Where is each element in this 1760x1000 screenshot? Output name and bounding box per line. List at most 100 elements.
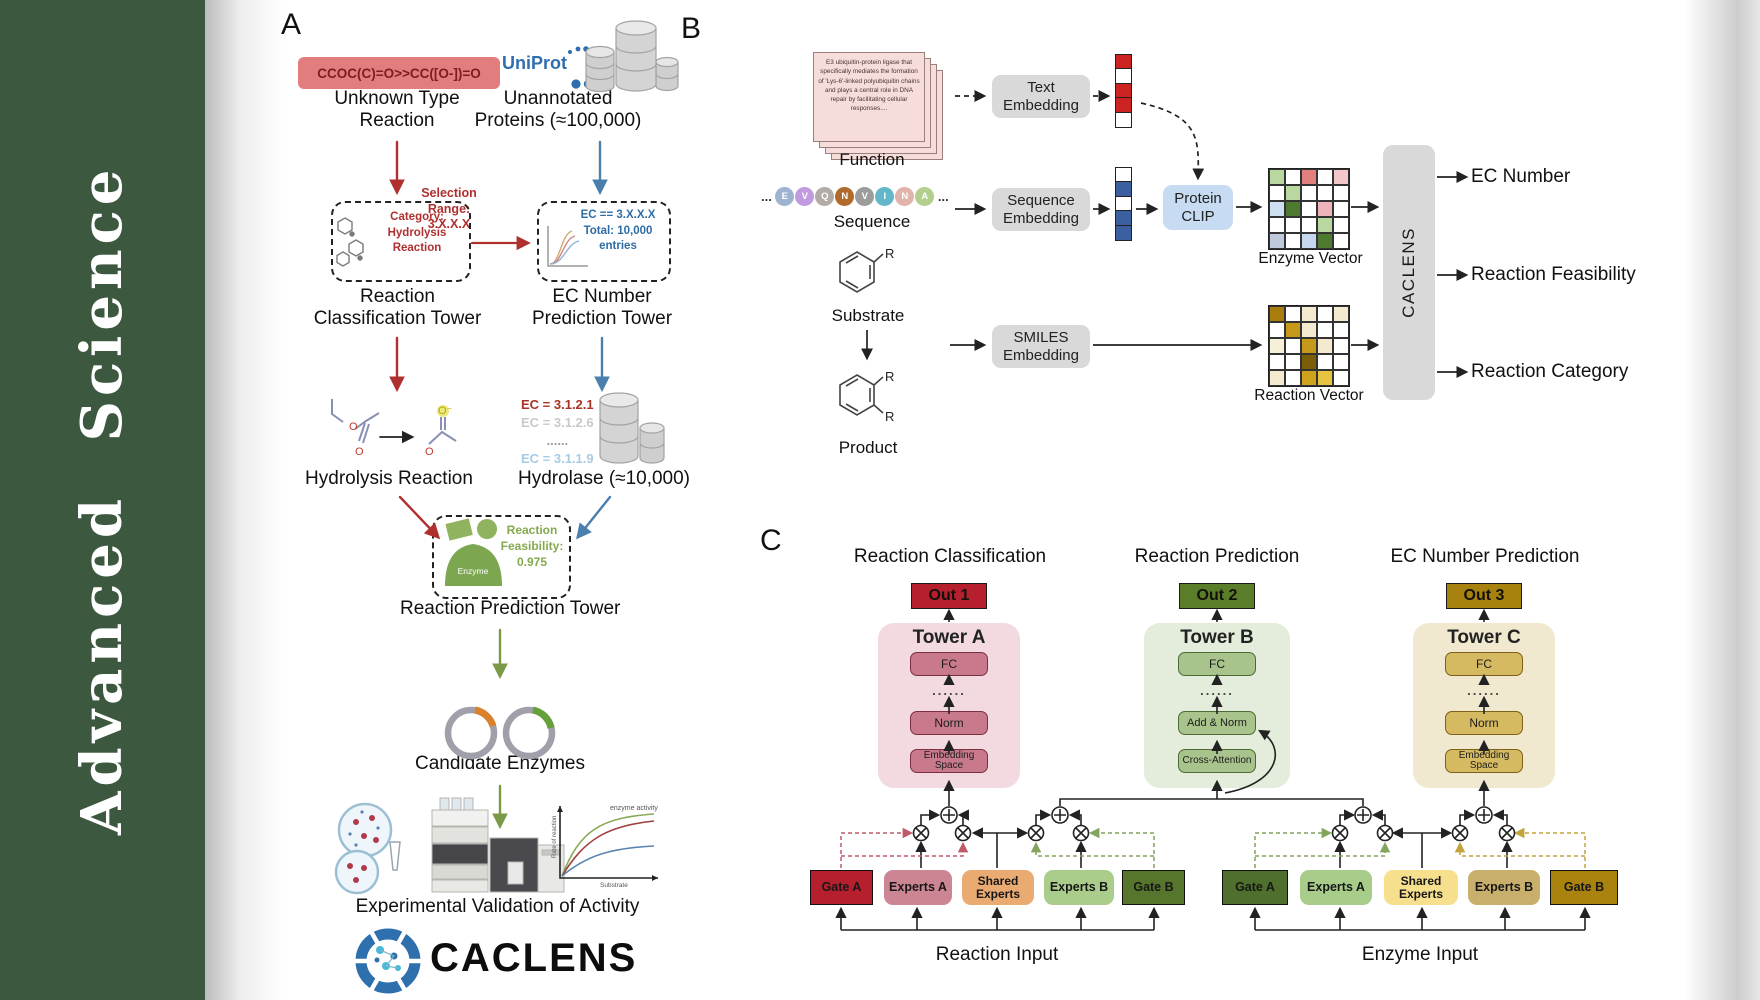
acetate-o-minus-label: O⁻: [438, 405, 453, 417]
matrix-cell: [1317, 338, 1333, 354]
output-reaction-feasibility: Reaction Feasibility: [1471, 264, 1636, 285]
moe-reaction-experts-b: Experts B: [1044, 870, 1114, 905]
sum-node: [940, 806, 1493, 824]
vector-cell: [1115, 210, 1132, 227]
moe-enzyme-shared-experts: Shared Experts: [1384, 870, 1458, 905]
panel-b-label: B: [681, 12, 702, 45]
moe-enzyme-gate-b: Gate B: [1550, 870, 1618, 905]
ec-result-item: EC = 3.1.2.1: [521, 397, 594, 412]
product-r-label-top: R: [885, 369, 894, 384]
matrix-cell: [1285, 338, 1301, 354]
wire-right-moe-to-tower-b: [1217, 798, 1364, 806]
text-embedding-vector: [1115, 53, 1132, 129]
sequence-ellipsis-right: ...: [937, 189, 949, 204]
column-title-ec-number-prediction: EC Number Prediction: [1390, 546, 1580, 567]
acetate-oxygen-label: O: [425, 446, 434, 458]
panel-c-label: C: [760, 524, 782, 557]
tower-b-fc-block: FC: [1178, 652, 1256, 676]
matrix-cell: [1333, 217, 1349, 233]
feasibility-text: Reaction Feasibility: 0.975: [500, 523, 564, 570]
output-ec-number: EC Number: [1471, 166, 1571, 187]
ec-result-list: EC = 3.1.2.1 EC = 3.1.2.6 ...... EC = 3.…: [521, 396, 594, 468]
matrix-cell: [1317, 201, 1333, 217]
moe-enzyme-experts-a: Experts A: [1300, 870, 1372, 905]
tower-c-fc-block: FC: [1445, 652, 1523, 676]
smiles-embedding-box: SMILES Embedding: [992, 325, 1090, 368]
tower-a-title: Tower A: [912, 627, 986, 648]
matrix-cell: [1333, 201, 1349, 217]
hplc-instrument-icon: [431, 797, 565, 893]
arrow-hydrolase-to-feasibility: [576, 495, 612, 540]
reaction-vector-label: Reaction Vector: [1254, 387, 1364, 404]
substrate-label: Substrate: [831, 306, 905, 325]
category-hydrolysis-text: Category: Hydrolysis Reaction: [387, 211, 447, 255]
enzyme-vector-label: Enzyme Vector: [1258, 250, 1363, 267]
matrix-cell: [1317, 217, 1333, 233]
tower-a-norm-block: Norm: [910, 711, 988, 735]
gate-b-reaction-dashed-wires: [1030, 827, 1155, 868]
ec-result-item: EC = 3.1.2.6: [521, 415, 594, 430]
matrix-cell: [1333, 354, 1349, 370]
column-title-reaction-prediction: Reaction Prediction: [1134, 546, 1300, 567]
uniprot-logo-icon: [568, 46, 607, 89]
tower-b-container: Tower B FC ...... Add & Norm Cross-Atten…: [1144, 623, 1290, 788]
aggregation-nodes: [912, 806, 1516, 842]
vector-cell: [1115, 53, 1132, 70]
tower-a-embedding-block: Embedding Space: [910, 749, 988, 773]
matrix-cell: [1285, 185, 1301, 201]
hydrolysis-reaction-label: Hydrolysis Reaction: [305, 468, 473, 489]
matrix-cell: [1285, 169, 1301, 185]
vector-cell: [1115, 112, 1132, 129]
matrix-cell: [1333, 306, 1349, 322]
substrate-molecule-icon: [839, 251, 884, 293]
matrix-cell: [1285, 217, 1301, 233]
plasmid-icons: [444, 706, 556, 760]
matrix-cell: [1301, 201, 1317, 217]
tower-c-norm-block: Norm: [1445, 711, 1523, 735]
smiles-reaction-box: CCOC(C)=O>>CC([O-])=O: [298, 57, 500, 89]
matrix-cell: [1317, 370, 1333, 386]
tower-b-dots: ......: [1200, 683, 1234, 698]
product-node: [912, 824, 1516, 842]
sequence-embedding-vector: [1115, 166, 1132, 242]
vector-cell: [1115, 195, 1132, 212]
matrix-cell: [1269, 169, 1285, 185]
vector-cell: [1115, 225, 1132, 242]
matrix-cell: [1333, 322, 1349, 338]
matrix-cell: [1333, 185, 1349, 201]
matrix-cell: [1285, 322, 1301, 338]
product-molecule-icon: [839, 374, 884, 416]
journal-title: Advanced Science: [69, 164, 135, 836]
reaction-feasibility-box: [432, 515, 571, 599]
hydrolase-label: Hydrolase (≈10,000): [518, 468, 691, 489]
plot-annotation: enzyme activity: [610, 805, 658, 812]
matrix-cell: [1285, 306, 1301, 322]
matrix-cell: [1317, 306, 1333, 322]
gate-b-enzyme-dashed-wires: [1454, 827, 1586, 868]
ester-oxygen-label: O: [349, 421, 358, 433]
ester-molecule-icon: [331, 399, 380, 444]
tower-a-fc-block: FC: [910, 652, 988, 676]
residue-circle: N: [895, 187, 915, 206]
gate-a-enzyme-dashed-wires: [1254, 827, 1391, 868]
residue-circle: V: [855, 187, 875, 206]
ec-prediction-box: [537, 201, 671, 282]
vector-cell: [1115, 166, 1132, 183]
matrix-cell: [1269, 306, 1285, 322]
text-embedding-box: Text Embedding: [992, 75, 1090, 118]
tower-c-embedding-block: Embedding Space: [1445, 749, 1523, 773]
moe-reaction-gate-a: Gate A: [810, 870, 873, 905]
protein-clip-box: Protein CLIP: [1163, 185, 1233, 230]
enzyme-input-label: Enzyme Input: [1361, 944, 1479, 965]
reaction-vector-matrix: [1268, 305, 1350, 387]
ec-result-ellipsis: ......: [546, 433, 569, 448]
matrix-cell: [1269, 354, 1285, 370]
matrix-cell: [1269, 217, 1285, 233]
journal-sidebar: [0, 0, 205, 1000]
matrix-cell: [1333, 233, 1349, 249]
moe-reaction-experts-a: Experts A: [884, 870, 952, 905]
tower-c-title: Tower C: [1447, 627, 1521, 648]
out2-box: Out 2: [1179, 583, 1255, 609]
reaction-classification-box: [331, 201, 471, 282]
